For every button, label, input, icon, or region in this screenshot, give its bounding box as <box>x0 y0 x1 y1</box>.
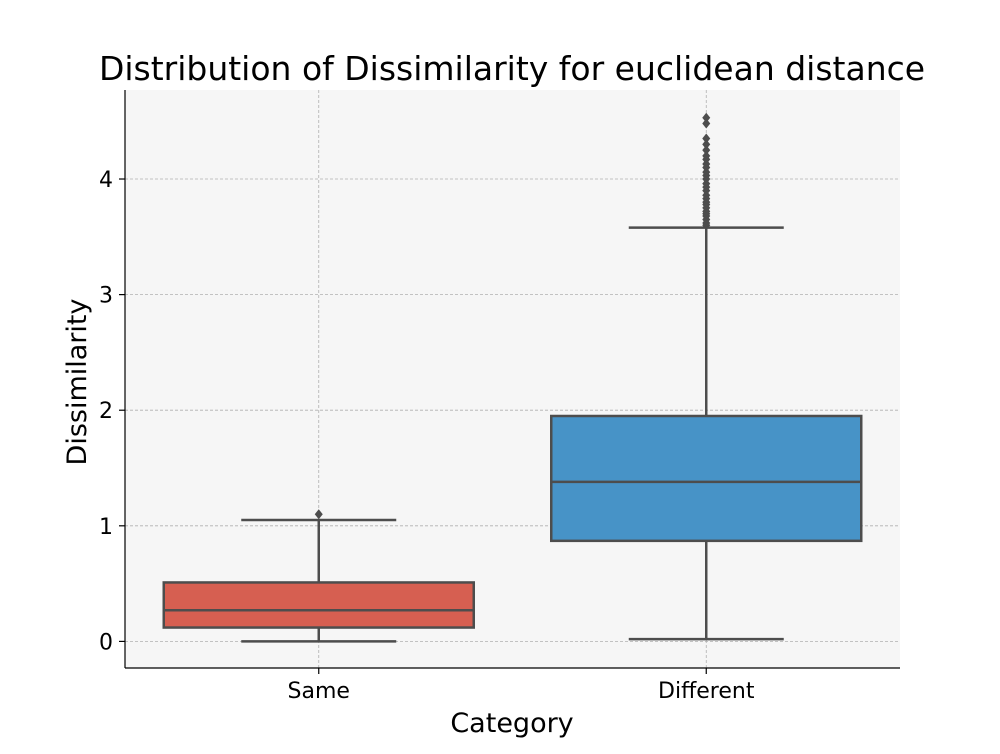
outlier-point <box>702 145 711 156</box>
outlier-point <box>702 118 711 129</box>
box-iqr <box>162 581 475 629</box>
outlier-point <box>702 133 711 144</box>
outlier-point <box>702 150 711 161</box>
tick-labels: 0 1 2 3 4 Same Different <box>99 168 755 704</box>
y-tick-label: 2 <box>99 399 113 424</box>
x-tick-label: Different <box>658 679 755 704</box>
axes <box>119 90 900 674</box>
x-axis-label: Category <box>450 708 573 739</box>
box-iqr <box>550 414 863 543</box>
box-same <box>162 509 475 643</box>
outlier-point <box>702 112 711 123</box>
y-axis-label: Dissimilarity <box>62 299 93 466</box>
y-tick-label: 0 <box>99 630 113 655</box>
boxes <box>162 112 863 643</box>
outlier-point <box>314 509 323 520</box>
chart-title: Distribution of Dissimilarity for euclid… <box>99 49 925 88</box>
x-tick-label: Same <box>288 679 350 704</box>
y-tick-label: 4 <box>99 168 113 193</box>
box-different <box>550 112 863 641</box>
outlier-point <box>702 139 711 150</box>
y-tick-label: 1 <box>99 515 113 540</box>
y-tick-label: 3 <box>99 284 113 309</box>
plot-area <box>125 90 900 668</box>
